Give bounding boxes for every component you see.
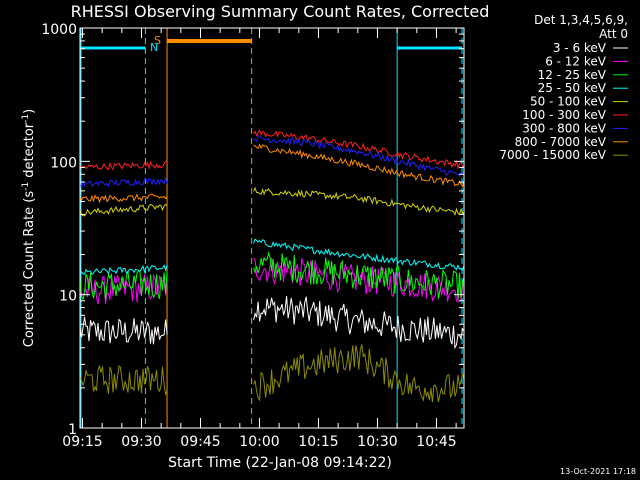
plot-frame bbox=[79, 27, 465, 429]
series-line-4-b bbox=[253, 186, 464, 216]
saa-marker-label: S bbox=[154, 34, 161, 47]
series-line-3-a bbox=[80, 264, 168, 276]
series-line-2-a bbox=[80, 270, 168, 301]
x-tick-label: 09:30 bbox=[121, 434, 161, 450]
series-line-5-a bbox=[80, 160, 168, 171]
series-line-8-a bbox=[80, 364, 168, 397]
legend-label: 300 - 800 keV bbox=[522, 121, 606, 135]
x-tick-label: 10:45 bbox=[416, 434, 456, 450]
y-tick-label: 10 bbox=[59, 289, 77, 305]
x-tick-label: 09:15 bbox=[62, 434, 102, 450]
series-line-7-a bbox=[80, 193, 168, 204]
y-tick-label: 1 bbox=[68, 422, 77, 438]
series-line-0-a bbox=[80, 316, 168, 345]
legend-label: 3 - 6 keV bbox=[553, 41, 607, 55]
y-tick-label: 100 bbox=[50, 155, 77, 171]
x-tick-label: 10:00 bbox=[239, 434, 279, 450]
legend-label: 100 - 300 keV bbox=[522, 108, 606, 122]
x-tick-label: 09:45 bbox=[180, 434, 220, 450]
plot-area bbox=[80, 28, 464, 428]
series-line-8-b bbox=[253, 344, 464, 403]
night-marker-label: N bbox=[150, 41, 158, 54]
y-axis-label: Corrected Count Rate (s-1 detector-1) bbox=[21, 109, 37, 347]
series-line-6-b bbox=[253, 134, 464, 177]
legend-label: 25 - 50 keV bbox=[538, 81, 607, 95]
legend-header-line-2: Att 0 bbox=[599, 27, 628, 41]
legend-header-line-1: Det 1,3,4,5,6,9, bbox=[534, 13, 628, 27]
series-line-6-a bbox=[80, 177, 168, 189]
chart-title: RHESSI Observing Summary Count Rates, Co… bbox=[71, 2, 490, 21]
y-tick-label: 1000 bbox=[41, 22, 77, 38]
series-line-2-b bbox=[253, 250, 464, 301]
series-line-4-a bbox=[80, 203, 168, 217]
x-axis-label: Start Time (22-Jan-08 09:14:22) bbox=[168, 455, 392, 471]
legend-label: 12 - 25 keV bbox=[538, 68, 607, 82]
series-line-5-b bbox=[253, 129, 464, 170]
series-line-1-a bbox=[80, 273, 168, 305]
legend-label: 7000 - 15000 keV bbox=[499, 148, 606, 162]
x-tick-label: 10:30 bbox=[357, 434, 397, 450]
legend-label: 6 - 12 keV bbox=[545, 54, 607, 68]
legend-label: 800 - 7000 keV bbox=[515, 135, 607, 149]
legend-label: 50 - 100 keV bbox=[530, 95, 607, 109]
series-line-7-b bbox=[253, 143, 464, 188]
x-tick-label: 10:15 bbox=[298, 434, 338, 450]
series-line-3-b bbox=[253, 238, 464, 271]
footer-date: 13-Oct-2021 17:18 bbox=[560, 467, 636, 476]
series-line-0-b bbox=[253, 296, 464, 350]
axes: SN 1 10 100 1000 09:15 09:30 09:45 10:00 10:15 10:… bbox=[41, 22, 465, 450]
